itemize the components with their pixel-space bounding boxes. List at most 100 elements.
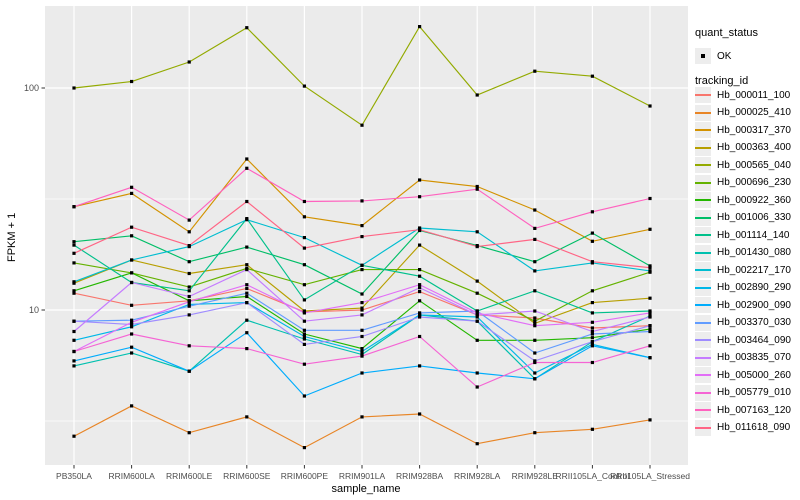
y-tick-label: 10 bbox=[28, 305, 39, 315]
line-key-icon bbox=[695, 209, 711, 226]
data-point bbox=[72, 434, 76, 438]
legend-label: Hb_002900_090 bbox=[717, 299, 791, 311]
data-point bbox=[302, 215, 306, 219]
data-point bbox=[302, 446, 306, 450]
data-point bbox=[130, 322, 134, 327]
data-point bbox=[533, 208, 537, 212]
legend-item-Hb_011618_090: Hb_011618_090 bbox=[695, 419, 790, 436]
data-point bbox=[130, 351, 134, 355]
data-point bbox=[130, 345, 134, 349]
data-point bbox=[130, 234, 134, 238]
x-tick-label: RRIM600SE bbox=[223, 471, 271, 481]
data-point bbox=[302, 311, 306, 315]
data-point bbox=[418, 315, 422, 319]
data-point bbox=[533, 377, 537, 381]
legend-item-Hb_002900_090: Hb_002900_090 bbox=[695, 297, 791, 313]
line-key-icon bbox=[695, 384, 711, 401]
legend-item-Hb_000565_040: Hb_000565_040 bbox=[695, 157, 791, 173]
data-point bbox=[302, 309, 306, 313]
x-tick-label: PB350LA bbox=[56, 471, 92, 481]
data-point bbox=[302, 394, 306, 398]
data-point bbox=[72, 349, 76, 354]
data-point bbox=[187, 304, 191, 308]
data-point bbox=[533, 309, 537, 313]
data-point bbox=[245, 263, 249, 267]
data-point bbox=[130, 185, 134, 189]
data-point bbox=[475, 93, 479, 97]
data-point bbox=[590, 340, 594, 344]
x-tick-label: RRIM928BA bbox=[395, 471, 444, 481]
data-point bbox=[533, 316, 537, 320]
x-tick-label: RRIM928LE bbox=[511, 471, 558, 481]
data-point bbox=[187, 230, 191, 234]
legend-label: Hb_002890_290 bbox=[717, 282, 791, 293]
data-point bbox=[302, 84, 306, 88]
data-point bbox=[475, 319, 479, 323]
data-point bbox=[302, 236, 306, 240]
data-point bbox=[648, 311, 652, 315]
data-point bbox=[590, 74, 594, 78]
data-point bbox=[648, 104, 652, 108]
legend-label: Hb_000696_230 bbox=[717, 177, 791, 188]
data-point bbox=[245, 268, 249, 272]
data-point bbox=[418, 243, 422, 247]
data-point bbox=[418, 334, 422, 339]
data-point bbox=[72, 261, 76, 265]
ok-point-key-icon bbox=[695, 48, 711, 64]
data-point bbox=[187, 300, 191, 304]
data-point bbox=[533, 360, 537, 365]
line-key-icon bbox=[695, 262, 711, 278]
data-point bbox=[187, 218, 191, 222]
data-point bbox=[302, 283, 306, 287]
legend-item-Hb_003835_070: Hb_003835_070 bbox=[695, 349, 791, 366]
legend-item-Hb_000696_230: Hb_000696_230 bbox=[695, 174, 791, 191]
data-point bbox=[475, 245, 479, 249]
legend-title-quant-status: quant_status bbox=[695, 27, 758, 39]
data-point bbox=[187, 302, 191, 306]
legend-label: Hb_005000_260 bbox=[717, 369, 791, 381]
legend-item-Hb_001430_080: Hb_001430_080 bbox=[695, 244, 791, 261]
data-point bbox=[302, 328, 306, 332]
data-point bbox=[360, 306, 364, 310]
data-point bbox=[130, 280, 134, 285]
data-point bbox=[418, 195, 422, 199]
data-point bbox=[187, 285, 191, 289]
data-point bbox=[187, 313, 191, 317]
line-key-icon bbox=[695, 314, 711, 331]
data-point bbox=[590, 231, 594, 235]
data-point bbox=[648, 324, 652, 328]
data-point bbox=[72, 86, 76, 90]
data-point bbox=[130, 79, 134, 84]
data-point bbox=[187, 271, 191, 276]
line-key-icon bbox=[695, 402, 711, 418]
data-point bbox=[418, 311, 422, 315]
line-key-icon bbox=[695, 174, 711, 191]
data-point bbox=[245, 245, 249, 249]
data-point bbox=[72, 251, 76, 255]
data-point bbox=[533, 321, 537, 325]
data-point bbox=[302, 246, 306, 250]
legend-label: Hb_000011_100 bbox=[717, 89, 791, 101]
data-point bbox=[302, 334, 306, 339]
data-point bbox=[533, 431, 537, 435]
data-point bbox=[130, 325, 134, 329]
data-point bbox=[648, 309, 652, 313]
data-point bbox=[187, 294, 191, 299]
data-point bbox=[245, 301, 249, 305]
data-point bbox=[648, 315, 652, 319]
data-point bbox=[418, 283, 422, 287]
data-point bbox=[475, 309, 479, 313]
data-point bbox=[245, 318, 249, 322]
data-point bbox=[187, 369, 191, 373]
line-key-icon bbox=[695, 122, 711, 138]
data-point bbox=[648, 196, 652, 201]
legend-label: Hb_002217_170 bbox=[717, 264, 791, 276]
y-axis-title: FPKM + 1 bbox=[6, 212, 18, 262]
data-point bbox=[648, 418, 652, 422]
data-point bbox=[648, 296, 652, 300]
data-point bbox=[648, 329, 652, 334]
legend-label: Hb_000922_360 bbox=[717, 194, 791, 206]
data-point bbox=[72, 280, 76, 284]
data-point bbox=[130, 225, 134, 229]
legend-item-Hb_002217_170: Hb_002217_170 bbox=[695, 262, 791, 278]
